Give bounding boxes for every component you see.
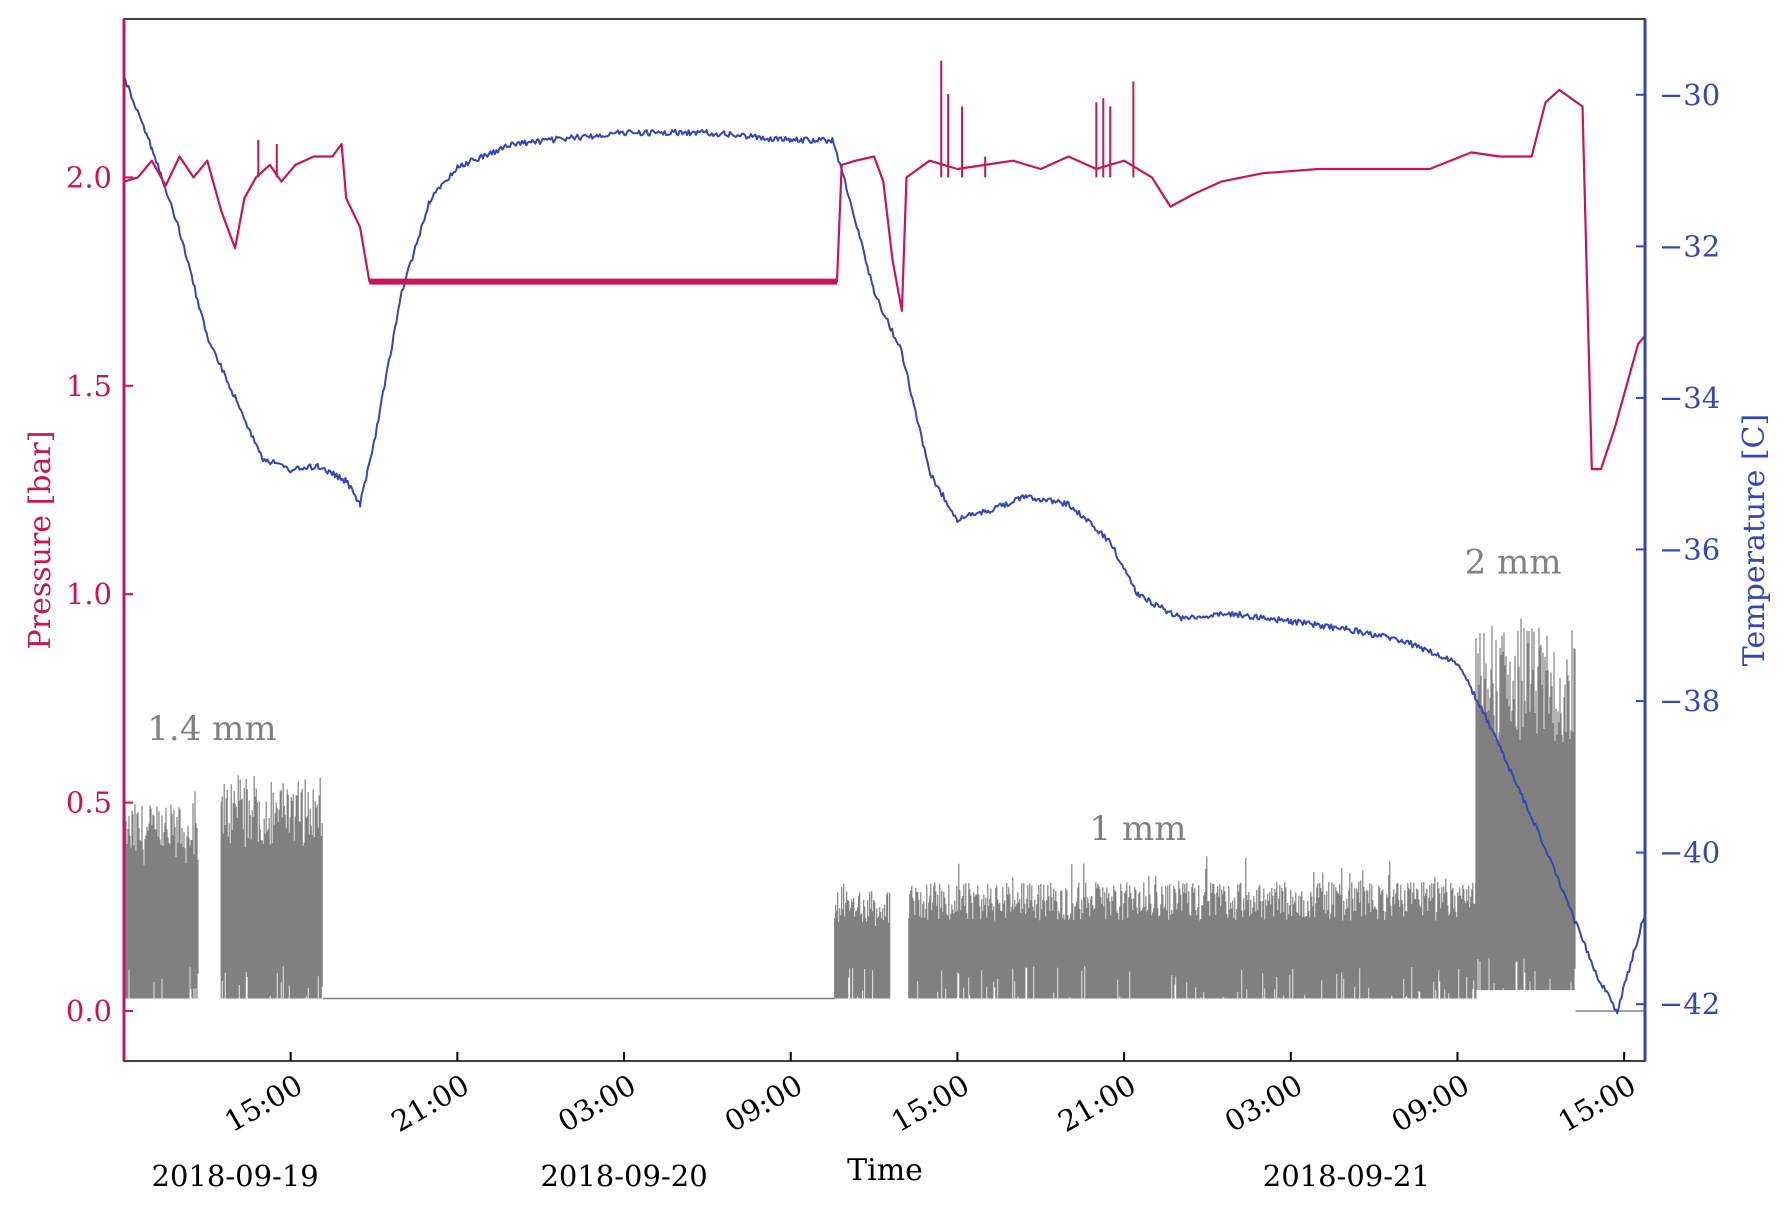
y-right-axis-title: Temperature [C] [1737,414,1772,666]
x-tick-label: 03:00 [552,1068,641,1139]
y-right-tick-label: −40 [1659,836,1720,870]
x-tick-label: 15:00 [219,1068,308,1139]
x-tick-label: 21:00 [1052,1068,1141,1139]
signal-segment [1475,618,1576,991]
x-date-label: 2018-09-21 [1263,1159,1430,1193]
signal-segment [908,856,1477,999]
annotation-label: 1 mm [1090,809,1187,849]
x-tick-label: 15:00 [886,1068,975,1139]
x-tick-label: 09:00 [719,1068,808,1139]
temperature-line [123,75,1646,1015]
x-axis-title: Time [847,1153,923,1188]
plot-layer [123,60,1646,1015]
y-right-tick-label: −30 [1659,78,1720,112]
pressure-line [123,88,1646,471]
x-date-label: 2018-09-20 [540,1159,707,1193]
signal-segment [123,791,199,999]
signal-segment [220,775,323,999]
signal-baseline [323,997,1645,1012]
annotation-label: 1.4 mm [147,709,276,749]
annotation-label: 2 mm [1465,542,1562,582]
x-tick-label: 15:00 [1552,1068,1641,1139]
y-right-tick-label: −42 [1659,987,1720,1021]
y-left-tick-label: 1.0 [66,577,112,611]
signal-segment [834,883,891,999]
y-left-tick-label: 2.0 [66,160,112,194]
annotation-layer: 1.4 mm 1 mm 2 mm [147,542,1561,849]
signal-series [123,618,1645,1012]
y-right-tick-label: −34 [1659,381,1720,415]
x-tick-label: 03:00 [1219,1068,1308,1139]
y-left-tick-label: 1.5 [66,369,112,403]
x-tick-label: 21:00 [385,1068,474,1139]
y-left-tick-label: 0.0 [66,994,112,1028]
axes-layer: 0.0 0.5 1.0 1.5 2.0 −42 −40 −38 −36 −34 −32 −30 15:0… [23,78,1772,1193]
x-tick-label: 09:00 [1386,1068,1475,1139]
y-right-tick-label: −32 [1659,229,1720,263]
y-right-tick-label: −36 [1659,532,1720,566]
x-date-label: 2018-09-19 [152,1159,319,1193]
y-left-tick-label: 0.5 [66,786,112,820]
y-right-tick-label: −38 [1659,684,1720,718]
y-left-axis-title: Pressure [bar] [23,431,58,650]
